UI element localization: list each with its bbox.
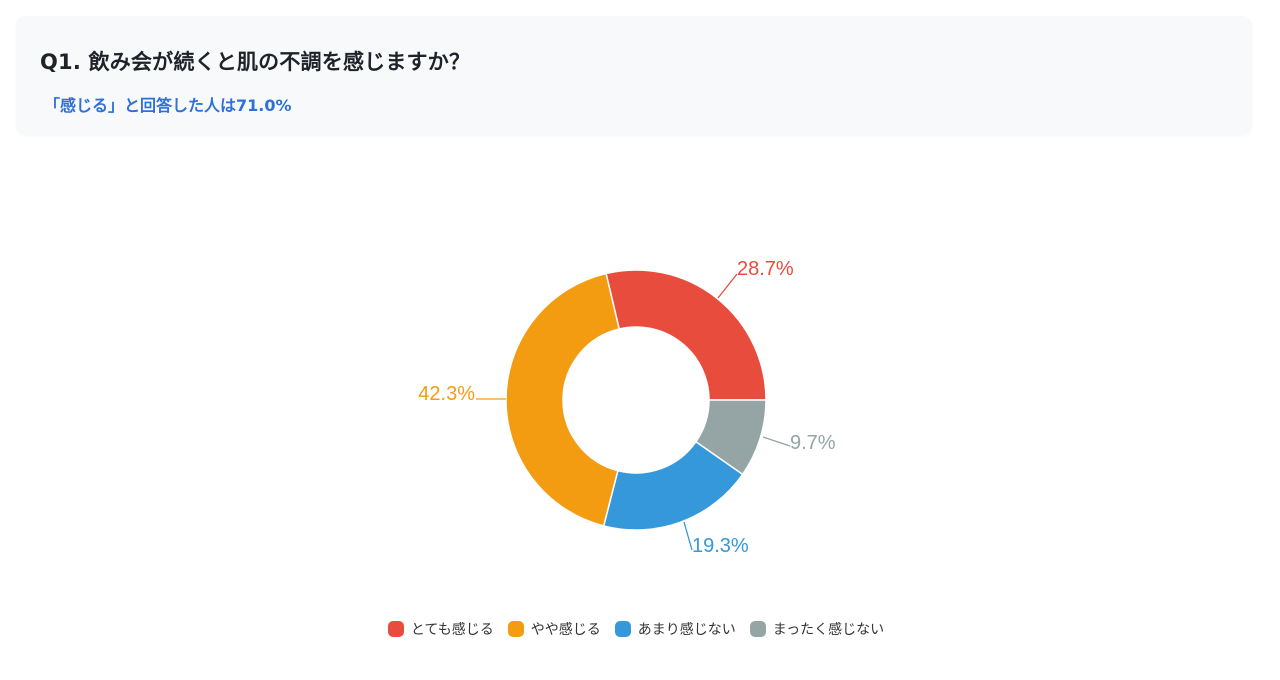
leader-line-not-much [683, 521, 693, 551]
data-label-very: 28.7% [737, 258, 794, 280]
data-label-somewhat: 42.3% [418, 383, 475, 405]
legend-item-not-at-all[interactable]: まったく感じない [749, 619, 885, 639]
leader-line-not-at-all [762, 436, 791, 447]
question-summary: 「感じる」と回答した人は71.0% [44, 96, 292, 115]
question-header-card: Q1. 飲み会が続くと肌の不調を感じますか？ 「感じる」と回答した人は71.0% [16, 16, 1252, 135]
legend-swatch-orange [507, 621, 524, 637]
legend-swatch-blue [614, 621, 631, 637]
legend-label: とても感じる [410, 622, 494, 638]
chart-legend: とても感じる やや感じる あまり感じない まったく感じない [0, 619, 1272, 639]
legend-label: あまり感じない [637, 622, 736, 638]
legend-swatch-red [387, 621, 404, 637]
slice-somewhat[interactable] [505, 272, 621, 527]
legend-label: まったく感じない [772, 622, 885, 638]
legend-item-very[interactable]: とても感じる [387, 619, 494, 639]
legend-item-not-much[interactable]: あまり感じない [614, 619, 736, 639]
data-label-not-at-all: 9.7% [790, 432, 836, 454]
question-title: Q1. 飲み会が続くと肌の不調を感じますか？ [40, 50, 471, 74]
legend-item-somewhat[interactable]: やや感じる [507, 619, 601, 639]
legend-swatch-gray [749, 621, 766, 637]
slice-very[interactable] [605, 269, 767, 401]
legend-label: やや感じる [530, 622, 601, 638]
data-label-not-much: 19.3% [692, 535, 749, 557]
leader-line-very [717, 273, 738, 299]
